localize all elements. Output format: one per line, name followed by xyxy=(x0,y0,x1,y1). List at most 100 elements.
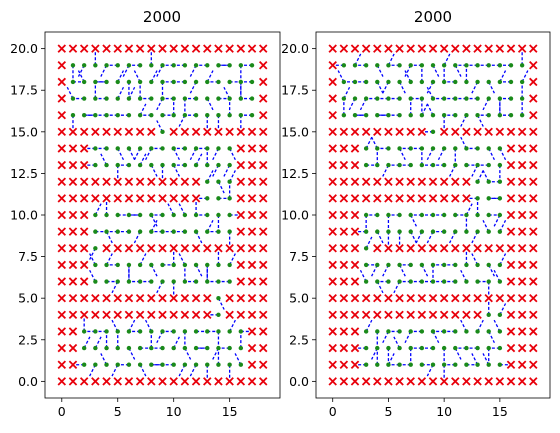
wall-marker-stroke xyxy=(384,310,393,320)
agent-point xyxy=(363,162,369,168)
wall-marker xyxy=(439,244,449,253)
wall-marker-stroke xyxy=(350,244,360,253)
wall-marker-stroke xyxy=(158,194,167,203)
agent-point xyxy=(497,312,503,318)
agent-point xyxy=(205,63,210,68)
wall-marker xyxy=(247,244,257,253)
agent-point xyxy=(160,262,165,268)
wall-marker-stroke xyxy=(350,343,360,353)
wall-marker-stroke xyxy=(328,244,337,253)
wall-marker-stroke xyxy=(169,177,178,186)
agent-point xyxy=(227,146,232,151)
agent-point xyxy=(386,212,391,218)
wall-marker xyxy=(113,377,122,386)
wall-marker xyxy=(102,293,111,303)
y-tick-label: 15.0 xyxy=(281,124,309,139)
wall-marker-stroke xyxy=(169,293,178,303)
y-tick-label: 12.5 xyxy=(281,166,309,181)
wall-marker xyxy=(102,127,111,137)
wall-marker xyxy=(68,160,78,170)
agent-point xyxy=(419,329,425,334)
wall-marker xyxy=(68,210,78,220)
agent-point xyxy=(363,329,369,334)
wall-marker xyxy=(113,293,122,303)
wall-marker-stroke xyxy=(339,293,349,303)
agent-point xyxy=(486,63,491,68)
wall-marker xyxy=(517,210,527,220)
agent-point xyxy=(508,96,514,101)
wall-marker xyxy=(158,177,167,186)
agent-point xyxy=(137,212,143,218)
wall-marker-stroke xyxy=(328,293,337,303)
wall-marker-stroke xyxy=(113,44,122,53)
y-tick-label: 12.5 xyxy=(10,166,38,181)
wall-marker-stroke xyxy=(517,160,527,170)
agent-point xyxy=(149,146,154,151)
wall-marker-stroke xyxy=(428,244,438,253)
wall-marker-stroke xyxy=(350,277,360,286)
wall-marker xyxy=(384,44,393,53)
wall-marker-stroke xyxy=(506,160,516,170)
agent-point xyxy=(419,79,425,85)
wall-marker-stroke xyxy=(180,244,190,253)
wall-marker xyxy=(529,293,538,303)
wall-marker-stroke xyxy=(473,127,482,137)
agent-point xyxy=(160,329,165,334)
wall-marker-stroke xyxy=(258,61,268,70)
wall-marker-stroke xyxy=(395,377,404,386)
agent-point xyxy=(397,79,402,85)
wall-marker xyxy=(395,177,404,186)
agent-point xyxy=(137,229,143,234)
agent-point xyxy=(70,63,76,68)
wall-marker xyxy=(79,377,89,386)
wall-marker xyxy=(247,277,257,286)
wall-marker-stroke xyxy=(384,377,393,386)
agent-point xyxy=(227,229,232,234)
wall-marker-stroke xyxy=(57,77,67,87)
wall-marker xyxy=(135,377,145,386)
wall-marker-stroke xyxy=(439,177,449,186)
wall-marker xyxy=(350,227,360,236)
wall-marker-stroke xyxy=(428,44,438,53)
agent-point xyxy=(341,96,347,101)
wall-marker-stroke xyxy=(506,194,516,203)
wall-marker-stroke xyxy=(225,127,234,137)
wall-marker-stroke xyxy=(439,310,449,320)
wall-marker-stroke xyxy=(506,310,516,320)
wall-marker-stroke xyxy=(529,227,538,236)
wall-marker-stroke xyxy=(203,127,212,137)
agent-point xyxy=(475,279,480,284)
agent-point xyxy=(171,212,176,218)
agent-point xyxy=(464,162,469,168)
agent-point xyxy=(486,262,491,268)
wall-marker-stroke xyxy=(191,310,201,320)
agent-point xyxy=(363,345,369,351)
wall-marker-stroke xyxy=(451,127,460,137)
agent-point xyxy=(497,279,503,284)
wall-marker xyxy=(68,293,78,303)
y-tick-label: 20.0 xyxy=(281,41,309,56)
wall-marker-stroke xyxy=(451,377,460,386)
wall-marker xyxy=(247,377,257,386)
agent-point xyxy=(453,279,458,284)
wall-marker xyxy=(113,310,122,320)
wall-marker xyxy=(517,343,527,353)
wall-marker-stroke xyxy=(339,160,349,170)
agent-point xyxy=(386,112,391,118)
wall-marker-stroke xyxy=(417,377,427,386)
wall-marker xyxy=(328,177,337,186)
wall-marker xyxy=(484,293,493,303)
wall-marker-stroke xyxy=(361,127,371,137)
wall-marker xyxy=(79,194,89,203)
wall-marker-stroke xyxy=(147,244,156,253)
wall-marker xyxy=(517,244,527,253)
agent-point xyxy=(93,246,98,251)
agent-point xyxy=(352,96,358,101)
agent-point xyxy=(519,96,525,101)
wall-marker xyxy=(373,177,382,186)
wall-marker xyxy=(203,293,212,303)
wall-marker xyxy=(506,293,516,303)
agent-point xyxy=(81,362,87,367)
wall-marker xyxy=(57,144,67,153)
wall-marker xyxy=(147,177,156,186)
